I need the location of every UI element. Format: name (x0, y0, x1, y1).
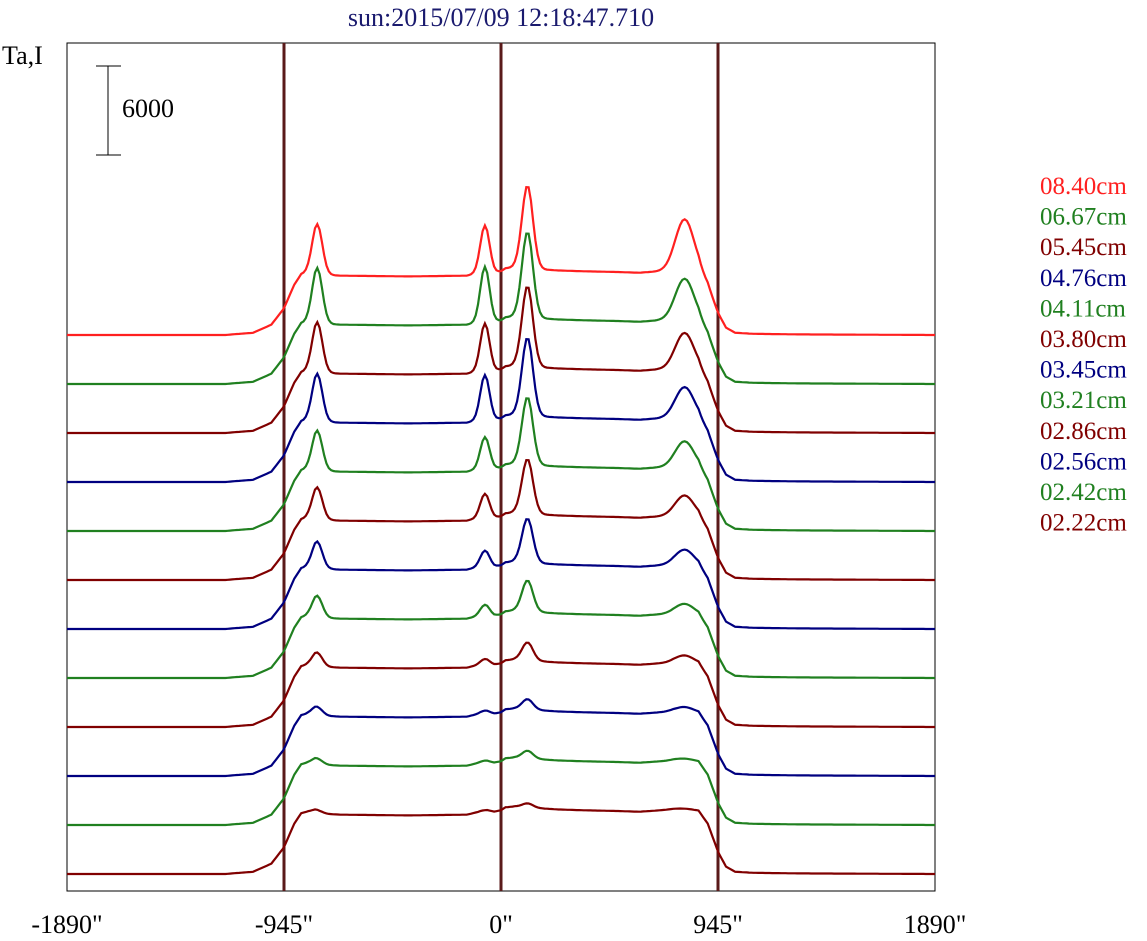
legend-entry: 02.22cm (1040, 510, 1127, 537)
x-tick-label: -945" (255, 910, 313, 939)
series-line-9 (67, 698, 935, 778)
series-lines (67, 186, 935, 876)
x-tick-label: 945" (693, 910, 743, 939)
series-line-0 (67, 186, 935, 337)
series-line-3 (67, 338, 935, 484)
legend-entry: 03.80cm (1040, 326, 1127, 353)
series-line-6 (67, 518, 935, 631)
legend: 08.40cm 06.67cm 05.45cm 04.76cm 04.11cm 03.80… (1040, 173, 1127, 537)
x-tick-label: -1890" (31, 910, 102, 939)
legend-entry: 04.11cm (1040, 295, 1126, 322)
legend-entry: 06.67cm (1040, 204, 1127, 231)
series-line-10 (67, 749, 935, 827)
legend-entry: 04.76cm (1040, 265, 1127, 292)
legend-entry: 02.56cm (1040, 448, 1127, 475)
legend-entry: 03.21cm (1040, 387, 1127, 414)
series-line-1 (67, 232, 935, 386)
legend-entry: 08.40cm (1040, 173, 1127, 200)
series-line-11 (67, 802, 935, 876)
chart-title: sun:2015/07/09 12:18:47.710 (348, 3, 654, 32)
x-tick-labels: -1890" -945" 0" 945" 1890" (31, 910, 966, 939)
series-line-5 (67, 458, 935, 582)
legend-entry: 02.42cm (1040, 479, 1127, 506)
legend-entry: 03.45cm (1040, 357, 1127, 384)
scale-bar-label: 6000 (122, 94, 174, 123)
series-line-7 (67, 579, 935, 680)
x-tick-label: 1890" (904, 910, 967, 939)
series-line-2 (67, 286, 935, 435)
y-axis-label: Ta,I (2, 41, 43, 70)
legend-entry: 05.45cm (1040, 234, 1127, 261)
legend-entry: 02.86cm (1040, 418, 1127, 445)
x-tick-label: 0" (489, 910, 513, 939)
scale-bar: 6000 (96, 65, 174, 156)
series-line-4 (67, 397, 935, 533)
series-line-8 (67, 641, 935, 729)
